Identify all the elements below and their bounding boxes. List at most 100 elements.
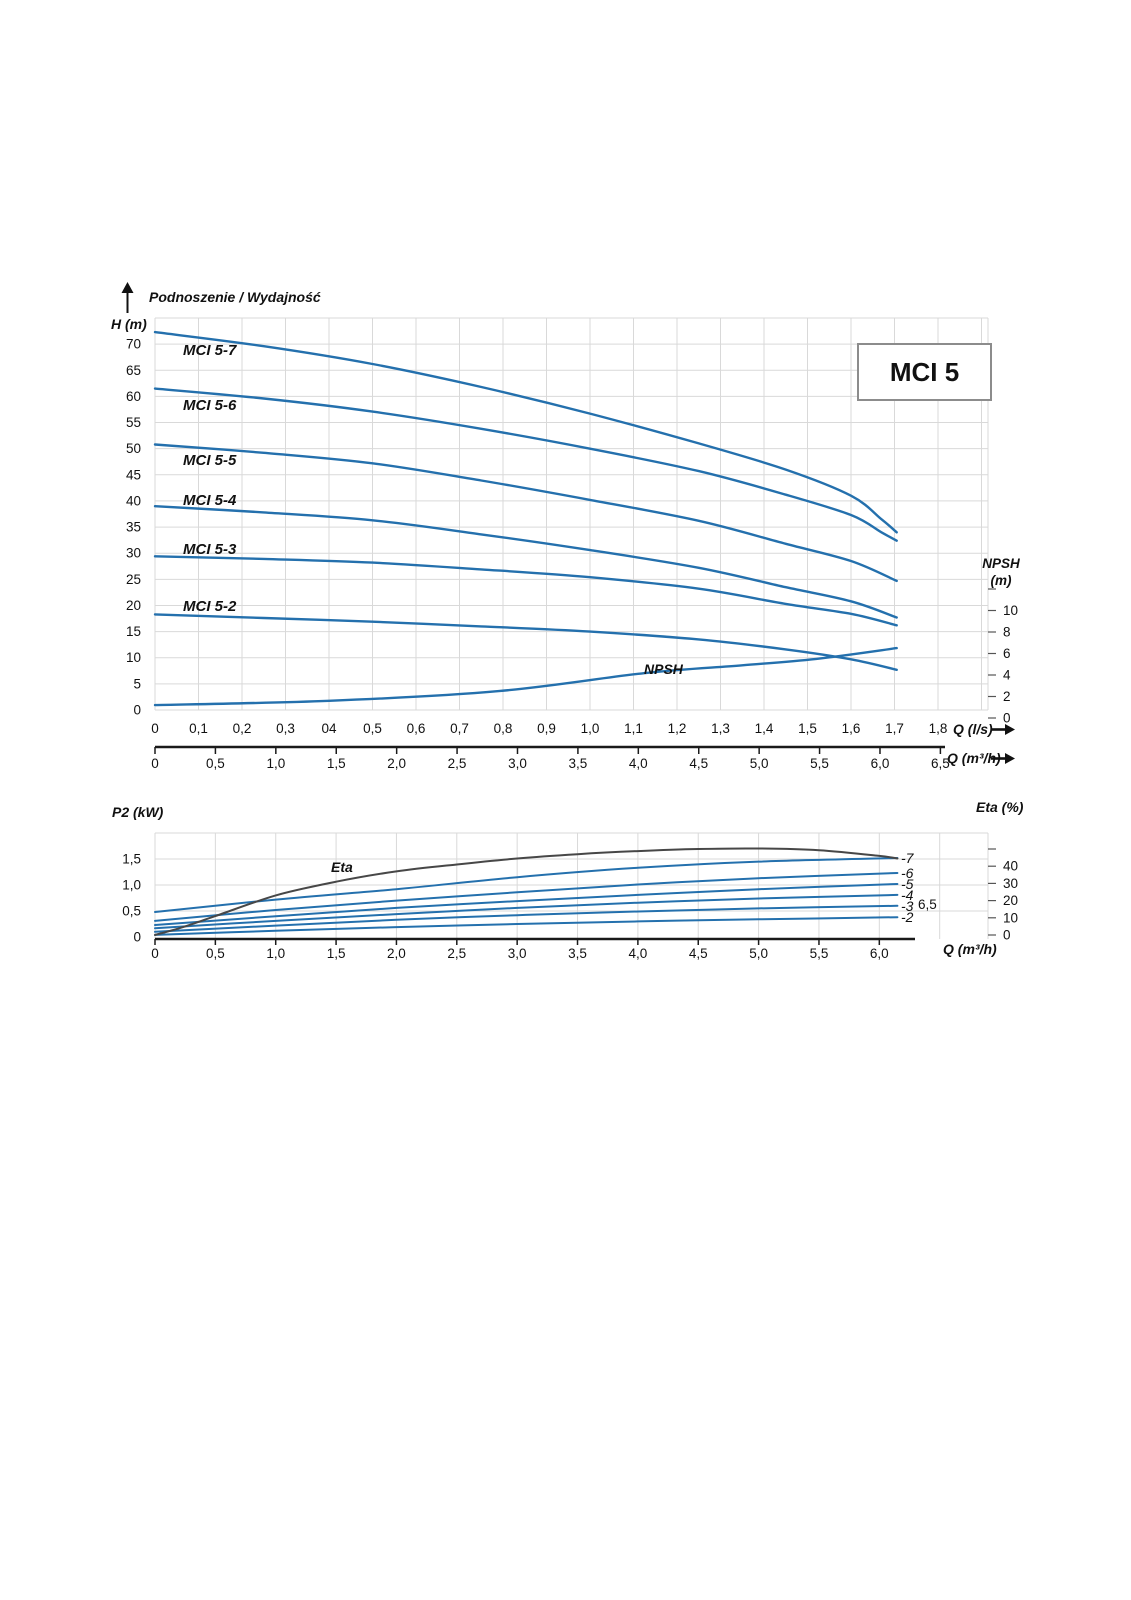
svg-text:1,0: 1,0	[266, 946, 285, 961]
npsh-axis-label-line1: NPSH	[982, 556, 1020, 571]
svg-text:60: 60	[126, 389, 141, 404]
svg-text:0,5: 0,5	[206, 946, 225, 961]
svg-text:5,0: 5,0	[749, 946, 768, 961]
svg-text:5,5: 5,5	[810, 756, 829, 771]
svg-text:20: 20	[1003, 893, 1018, 908]
svg-text:4,0: 4,0	[628, 946, 647, 961]
svg-text:0: 0	[151, 756, 159, 771]
svg-text:0: 0	[1003, 711, 1011, 726]
svg-text:3,5: 3,5	[569, 756, 588, 771]
svg-text:0: 0	[151, 946, 159, 961]
svg-text:0: 0	[151, 721, 159, 736]
npsh-axis-label-line2: (m)	[990, 573, 1012, 588]
svg-text:8: 8	[1003, 625, 1011, 640]
svg-text:4,0: 4,0	[629, 756, 648, 771]
p2-axis-label: P2 (kW)	[112, 804, 164, 820]
svg-text:3,5: 3,5	[568, 946, 587, 961]
svg-text:6: 6	[1003, 646, 1011, 661]
q-ls-axis-label: Q (l/s)	[953, 721, 993, 737]
curve-label-mci5-4: MCI 5-4	[183, 492, 237, 509]
svg-text:65: 65	[126, 363, 141, 378]
svg-text:2,0: 2,0	[387, 756, 406, 771]
svg-text:10: 10	[1003, 603, 1018, 618]
svg-text:2: 2	[1003, 689, 1011, 704]
svg-text:55: 55	[126, 415, 141, 430]
svg-text:0,5: 0,5	[206, 756, 225, 771]
curve-label-mci5-3: MCI 5-3	[183, 541, 237, 558]
svg-text:15: 15	[126, 624, 141, 639]
svg-text:40: 40	[1003, 859, 1018, 874]
svg-text:0,3: 0,3	[276, 721, 295, 736]
svg-text:1,3: 1,3	[711, 721, 730, 736]
model-badge: MCI 5	[857, 343, 992, 401]
h-axis-label: H (m)	[111, 316, 147, 332]
svg-text:4,5: 4,5	[689, 946, 708, 961]
curve-label-mci5-5: MCI 5-5	[183, 452, 237, 469]
svg-text:-2: -2	[901, 909, 914, 925]
svg-text:1,5: 1,5	[122, 852, 141, 867]
svg-text:-5: -5	[901, 876, 914, 892]
svg-text:40: 40	[126, 493, 141, 508]
svg-text:1,0: 1,0	[266, 756, 285, 771]
svg-text:-3: -3	[901, 898, 914, 914]
stray-65-label: 6,5	[918, 897, 937, 912]
svg-text:0,7: 0,7	[450, 721, 469, 736]
svg-text:0: 0	[133, 703, 141, 718]
curve-label-mci5-7: MCI 5-7	[183, 342, 237, 359]
svg-text:10: 10	[126, 650, 141, 665]
svg-text:-4: -4	[901, 887, 914, 903]
svg-text:-7: -7	[901, 850, 915, 866]
eta-axis-label: Eta (%)	[976, 799, 1024, 815]
svg-text:4: 4	[1003, 668, 1011, 683]
svg-text:04: 04	[321, 721, 337, 736]
svg-text:1,2: 1,2	[668, 721, 687, 736]
svg-text:0,5: 0,5	[363, 721, 382, 736]
svg-text:45: 45	[126, 467, 141, 482]
svg-text:0,6: 0,6	[407, 721, 426, 736]
power-efficiency-chart: 0 0,5 1,0 1,5 0 0,5 1,0 1,5 2,0 2,5 3,0 3,5 4,0 4,5 5,…	[122, 832, 1018, 961]
npsh-axis-label: NPSH (m)	[974, 555, 1028, 589]
npsh-curve-label: NPSH	[644, 661, 683, 677]
svg-text:1,0: 1,0	[581, 721, 600, 736]
q-ls-right-arrow-icon	[991, 723, 1017, 741]
svg-text:20: 20	[126, 598, 141, 613]
svg-text:0,5: 0,5	[122, 904, 141, 919]
svg-text:35: 35	[126, 520, 141, 535]
svg-text:4,5: 4,5	[689, 756, 708, 771]
svg-text:2,5: 2,5	[447, 946, 466, 961]
svg-text:3,0: 3,0	[508, 946, 527, 961]
svg-text:0,8: 0,8	[494, 721, 513, 736]
chart-title: Podnoszenie / Wydajność	[149, 289, 321, 305]
svg-text:1,5: 1,5	[327, 946, 346, 961]
svg-text:2,5: 2,5	[448, 756, 467, 771]
svg-text:25: 25	[126, 572, 141, 587]
svg-text:1,7: 1,7	[885, 721, 904, 736]
svg-text:1,1: 1,1	[624, 721, 643, 736]
svg-text:5: 5	[133, 676, 141, 691]
svg-text:0,9: 0,9	[537, 721, 556, 736]
svg-text:1,4: 1,4	[755, 721, 774, 736]
svg-text:2,0: 2,0	[387, 946, 406, 961]
q-m3h-right-arrow-icon	[991, 752, 1017, 770]
svg-text:3,0: 3,0	[508, 756, 527, 771]
svg-text:10: 10	[1003, 910, 1018, 925]
svg-text:1,8: 1,8	[929, 721, 948, 736]
curve-label-mci5-6: MCI 5-6	[183, 397, 237, 414]
eta-curve-label: Eta	[331, 859, 353, 875]
svg-text:0: 0	[1003, 928, 1011, 943]
svg-text:5,0: 5,0	[750, 756, 769, 771]
svg-text:6,5: 6,5	[931, 756, 950, 771]
svg-text:0,1: 0,1	[189, 721, 208, 736]
svg-text:5,5: 5,5	[810, 946, 829, 961]
curve-label-mci5-2: MCI 5-2	[183, 598, 237, 615]
svg-text:-6: -6	[901, 865, 914, 881]
svg-text:1,0: 1,0	[122, 878, 141, 893]
svg-text:30: 30	[1003, 876, 1018, 891]
svg-text:0,2: 0,2	[233, 721, 252, 736]
svg-text:6,0: 6,0	[870, 946, 889, 961]
svg-text:0: 0	[133, 930, 141, 945]
svg-text:70: 70	[126, 337, 141, 352]
svg-text:6,0: 6,0	[871, 756, 890, 771]
y-axis-up-arrow-icon	[119, 282, 136, 319]
